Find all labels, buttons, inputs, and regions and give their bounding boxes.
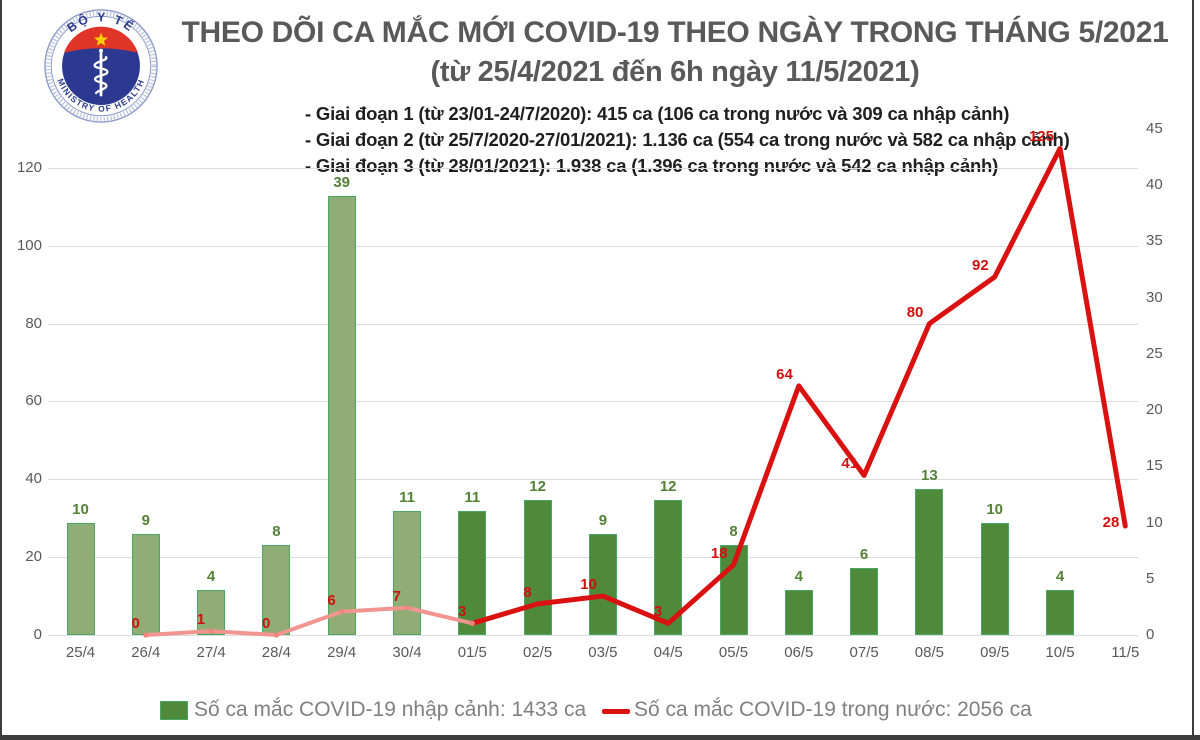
bar-value-label: 12 — [659, 478, 677, 496]
x-axis-label: 03/5 — [588, 644, 618, 661]
x-axis-label: 11/5 — [1111, 644, 1140, 661]
line-value-label: 41 — [841, 455, 859, 473]
bar — [523, 500, 552, 635]
x-axis-label: 04/5 — [653, 644, 683, 661]
bar-value-label: 12 — [529, 478, 546, 496]
bar — [66, 522, 95, 635]
x-axis-label: 07/5 — [849, 644, 879, 661]
line-value-label: 7 — [392, 587, 401, 605]
bar — [784, 590, 813, 635]
y-axis-tick-right: 15 — [1146, 457, 1163, 475]
x-axis-label: 29/4 — [327, 644, 357, 661]
bar-value-label: 4 — [206, 568, 216, 586]
y-axis-tick-right: 25 — [1146, 344, 1163, 362]
legend-bar-label: Số ca mắc COVID-19 nhập cảnh: 1433 ca — [194, 698, 587, 721]
x-axis-label: 27/4 — [196, 644, 226, 661]
y-axis-tick-right: 30 — [1146, 288, 1163, 306]
line-value-label: 1 — [196, 611, 206, 629]
bar — [915, 488, 944, 635]
y-axis-tick-right: 35 — [1146, 232, 1163, 250]
ministry-of-health-logo: BỘ Y TẾ MINISTRY OF HEALTH — [44, 9, 158, 123]
line-value-label: 0 — [131, 615, 140, 632]
y-axis-tick-left: 120 — [16, 158, 42, 176]
bar-value-label: 8 — [729, 523, 738, 541]
x-axis-label: 30/4 — [392, 644, 422, 661]
line-value-label: 92 — [972, 256, 989, 274]
x-axis-label: 28/4 — [261, 644, 291, 661]
gridline — [48, 323, 1138, 325]
y-axis-tick-left: 60 — [25, 392, 42, 410]
phase-note-1: - Giai đoạn 1 (từ 23/01-24/7/2020): 415 … — [305, 103, 1010, 124]
y-axis-tick-right: 5 — [1146, 569, 1155, 587]
line-value-label: 64 — [776, 365, 793, 383]
bar-value-label: 11 — [464, 489, 481, 507]
y-axis-tick-right: 20 — [1146, 401, 1163, 419]
y-axis-tick-right: 40 — [1146, 176, 1163, 194]
gridline — [48, 479, 1138, 481]
line-value-label: 0 — [262, 615, 271, 632]
bar-value-label: 8 — [272, 523, 281, 541]
bar — [980, 522, 1009, 635]
x-axis-label: 10/5 — [1045, 644, 1075, 661]
line-value-label: 18 — [710, 544, 728, 562]
bar-value-label: 6 — [859, 545, 869, 563]
gridline — [48, 245, 1138, 247]
y-axis-tick-left: 20 — [25, 548, 42, 566]
frame-border-left — [0, 0, 2, 740]
gridline — [48, 401, 1138, 403]
y-axis-tick-right: 0 — [1146, 626, 1155, 643]
line-value-label: 10 — [580, 576, 597, 594]
logo-inner-ring — [50, 15, 152, 117]
bar-value-label: 11 — [399, 489, 415, 507]
y-axis-tick-left: 0 — [33, 626, 42, 643]
legend-line-swatch — [602, 709, 630, 714]
bar-value-label: 10 — [986, 500, 1004, 518]
x-axis-label: 06/5 — [784, 644, 814, 661]
y-axis-tick-left: 100 — [16, 236, 42, 254]
bar-value-label: 39 — [333, 174, 351, 192]
line-value-label: 6 — [327, 591, 336, 609]
y-axis-tick-right: 45 — [1146, 120, 1163, 137]
logo-star-icon — [93, 32, 109, 46]
y-axis-tick-left: 80 — [25, 314, 42, 332]
page-title: THEO DÕI CA MẮC MỚI COVID-19 THEO NGÀY T… — [181, 16, 1169, 49]
line-value-label: 3 — [457, 603, 467, 621]
logo-asclepius-rod-icon — [93, 48, 109, 97]
bar-value-label: 10 — [72, 500, 89, 518]
gridline — [48, 635, 1138, 636]
bar — [1046, 590, 1074, 635]
x-axis-label: 26/4 — [131, 644, 161, 661]
y-axis-tick-right: 10 — [1146, 513, 1163, 531]
gridline — [48, 167, 1138, 169]
line-value-label: 3 — [653, 603, 663, 621]
page-subtitle: (từ 25/4/2021 đến 6h ngày 11/5/2021) — [430, 56, 920, 88]
x-axis-label: 02/5 — [522, 644, 553, 661]
legend-bar-swatch — [160, 701, 188, 720]
line-value-label: 80 — [906, 303, 924, 321]
legend-line-label: Số ca mắc COVID-19 trong nước: 2056 ca — [634, 698, 1032, 721]
line-value-label: 125 — [1028, 128, 1054, 146]
bar-value-label: 9 — [598, 511, 608, 529]
frame-border-bottom — [0, 735, 1200, 740]
y-axis-tick-left: 40 — [25, 470, 42, 488]
bar-value-label: 9 — [141, 511, 150, 529]
bar-value-label: 4 — [794, 568, 803, 586]
line-value-label: 28 — [1102, 514, 1120, 531]
x-axis-label: 25/4 — [65, 644, 96, 661]
chart-header: THEO DÕI CA MẮC MỚI COVID-19 THEO NGÀY T… — [150, 16, 1200, 89]
x-axis-label: 01/5 — [457, 644, 487, 661]
bar — [850, 567, 879, 635]
line-value-label: 8 — [523, 583, 532, 601]
bar-value-label: 13 — [921, 466, 938, 484]
bar — [327, 196, 356, 635]
x-axis-label: 05/5 — [718, 644, 749, 661]
frame-border-right — [1192, 0, 1194, 740]
logo-outer-ring — [44, 9, 158, 123]
x-axis-label: 09/5 — [980, 644, 1010, 661]
phase-note-2: - Giai đoạn 2 (từ 25/7/2020-27/01/2021):… — [305, 129, 1070, 150]
bar-value-label: 4 — [1055, 568, 1065, 586]
x-axis-label: 08/5 — [914, 644, 944, 661]
